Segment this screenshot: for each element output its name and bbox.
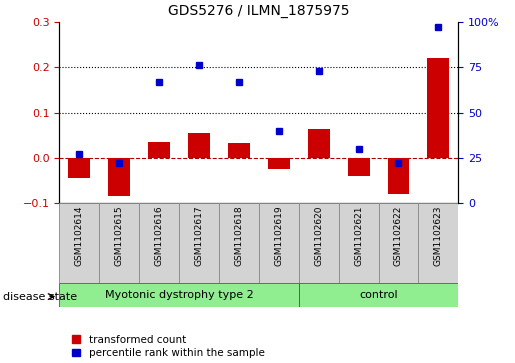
Bar [268, 158, 290, 169]
Text: Myotonic dystrophy type 2: Myotonic dystrophy type 2 [105, 290, 253, 300]
Bar [379, 203, 418, 283]
Text: GSM1102621: GSM1102621 [354, 206, 363, 266]
Title: GDS5276 / ILMN_1875975: GDS5276 / ILMN_1875975 [168, 4, 350, 18]
Bar [339, 203, 379, 283]
Text: GSM1102614: GSM1102614 [75, 206, 83, 266]
Bar [259, 203, 299, 283]
Bar [348, 158, 370, 176]
Bar [299, 203, 339, 283]
Bar [188, 133, 210, 158]
Text: GSM1102615: GSM1102615 [115, 206, 124, 266]
Text: GSM1102620: GSM1102620 [314, 206, 323, 266]
Bar [148, 142, 170, 158]
Bar [307, 129, 330, 158]
Legend: transformed count, percentile rank within the sample: transformed count, percentile rank withi… [72, 335, 265, 358]
Text: disease state: disease state [3, 291, 77, 302]
Bar [219, 203, 259, 283]
Bar [108, 158, 130, 196]
Text: GSM1102616: GSM1102616 [154, 206, 163, 266]
Text: GSM1102623: GSM1102623 [434, 206, 443, 266]
Text: GSM1102618: GSM1102618 [234, 206, 243, 266]
Bar [228, 143, 250, 158]
Bar [68, 158, 90, 178]
Bar [427, 58, 450, 158]
Text: GSM1102619: GSM1102619 [274, 206, 283, 266]
Bar [299, 283, 458, 307]
Text: GSM1102617: GSM1102617 [195, 206, 203, 266]
Bar [59, 203, 99, 283]
Text: control: control [359, 290, 398, 300]
Bar [418, 203, 458, 283]
Text: GSM1102622: GSM1102622 [394, 206, 403, 266]
Bar [139, 203, 179, 283]
Bar [99, 203, 139, 283]
Bar [179, 203, 219, 283]
Bar [387, 158, 409, 194]
Bar [59, 283, 299, 307]
